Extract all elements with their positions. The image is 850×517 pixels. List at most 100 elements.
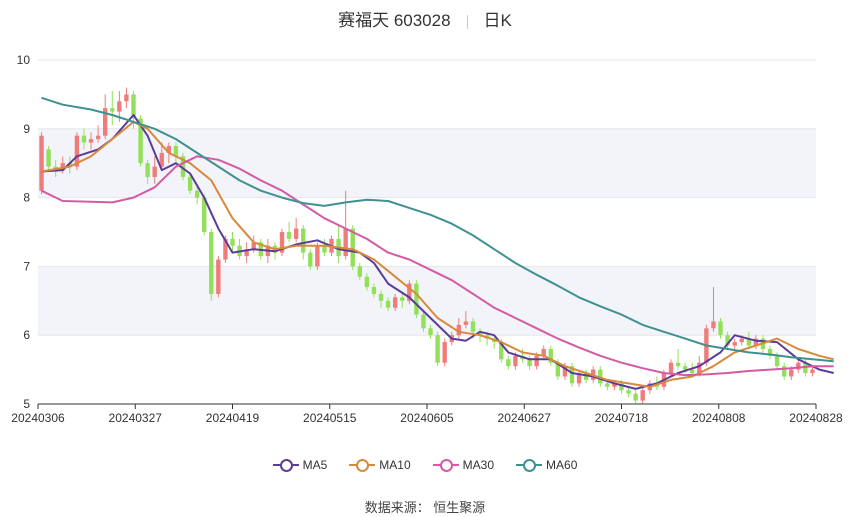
candle-body <box>286 232 292 239</box>
candle-body <box>583 373 589 380</box>
candle-body <box>548 348 553 363</box>
candle-body <box>223 238 228 260</box>
legend-item-ma30[interactable]: MA30 <box>432 458 494 472</box>
candle-body <box>131 94 136 119</box>
data-source: 数据来源： 恒生聚源 <box>364 500 486 515</box>
x-tick-label: 20240718 <box>595 411 649 425</box>
legend-item-ma5[interactable]: MA5 <box>272 458 327 472</box>
candle-body <box>95 135 101 140</box>
candle <box>392 293 398 312</box>
candle-body <box>343 228 348 257</box>
candlestick-chart: 5 6 7 8 9 10 20240306 20240327 20240419 20240515… <box>11 53 843 425</box>
candle-body <box>781 366 787 377</box>
candle-body <box>400 297 405 301</box>
candle <box>583 369 589 384</box>
candle-body <box>315 245 320 267</box>
candle <box>237 238 242 260</box>
candle <box>102 94 108 140</box>
candle <box>378 290 384 308</box>
candle-body <box>675 362 681 367</box>
candle-body <box>39 135 44 191</box>
candle-body <box>569 366 575 384</box>
series-line-ma60[interactable] <box>41 96 834 363</box>
candle-body <box>421 314 426 329</box>
series-line-ma30[interactable] <box>41 155 834 377</box>
candle <box>400 293 405 308</box>
candle-body <box>364 276 370 288</box>
candle-body <box>774 355 780 367</box>
candle-body <box>371 287 377 294</box>
candle <box>371 283 377 298</box>
candle-body <box>350 228 355 267</box>
candle-body <box>173 146 179 157</box>
legend-item-ma10[interactable]: MA10 <box>349 458 411 472</box>
candle-body <box>308 252 313 267</box>
legend-item-ma60[interactable]: MA60 <box>516 458 577 472</box>
candle-body <box>619 383 624 391</box>
candle-body <box>612 383 617 387</box>
candle-body <box>46 149 51 167</box>
candle <box>209 228 214 301</box>
title-separator <box>466 14 468 29</box>
candle <box>781 362 787 380</box>
y-axis-ticks: 5 6 7 8 9 10 <box>17 53 31 411</box>
candle-body <box>456 324 462 336</box>
candle-body <box>293 228 299 239</box>
candle-body <box>746 338 752 346</box>
candle-body <box>124 94 129 102</box>
x-tick-label: 20240306 <box>11 411 65 425</box>
candle-body <box>428 328 433 336</box>
chart-legend: MA5 MA10 MA30 MA60 <box>0 458 850 472</box>
candle <box>463 311 469 329</box>
candle <box>711 287 716 332</box>
candle-body <box>385 300 391 308</box>
candle-body <box>166 146 172 153</box>
candle-body <box>357 266 363 277</box>
candle-body <box>414 283 419 315</box>
series-line-ma5[interactable] <box>41 114 834 390</box>
candle-body <box>626 390 631 394</box>
candle-body <box>81 135 87 143</box>
chart-title: 赛福天 603028 日K <box>0 6 850 31</box>
candle-body <box>555 362 561 377</box>
candle-body <box>463 321 469 325</box>
candle-body <box>159 152 164 167</box>
candle-body <box>74 135 80 167</box>
legend-label: MA10 <box>379 458 411 472</box>
candle-body <box>477 331 483 336</box>
candle <box>541 345 546 360</box>
candle <box>308 249 313 270</box>
candle-body <box>506 359 511 367</box>
y-tick-label: 8 <box>23 191 30 205</box>
series-line-ma10[interactable] <box>41 120 834 388</box>
candle-body <box>789 369 794 377</box>
candle-body <box>187 176 193 191</box>
candle <box>810 366 815 377</box>
candle <box>173 142 179 164</box>
candle <box>216 256 221 298</box>
band-0 <box>38 128 816 198</box>
candle <box>202 194 207 236</box>
candle <box>421 311 426 332</box>
candle <box>159 142 164 171</box>
candle <box>718 318 723 339</box>
grid-lines <box>38 59 816 405</box>
candle-body <box>301 228 306 253</box>
legend-swatch <box>272 459 299 472</box>
period-label[interactable]: 日K <box>483 11 512 30</box>
candle <box>279 228 285 257</box>
candle-body <box>152 166 157 177</box>
candle <box>767 345 773 360</box>
x-tick-label: 20240419 <box>206 411 260 425</box>
candle-body <box>605 383 610 387</box>
candle <box>732 338 737 349</box>
legend-swatch <box>432 459 459 472</box>
candle-body <box>279 232 285 253</box>
candle <box>753 335 759 349</box>
candle-body <box>435 335 440 363</box>
candle-body <box>110 108 115 112</box>
candle <box>385 297 391 312</box>
candle-body <box>725 335 730 346</box>
candle-body <box>209 232 214 294</box>
x-tick-label: 20240605 <box>400 411 454 425</box>
